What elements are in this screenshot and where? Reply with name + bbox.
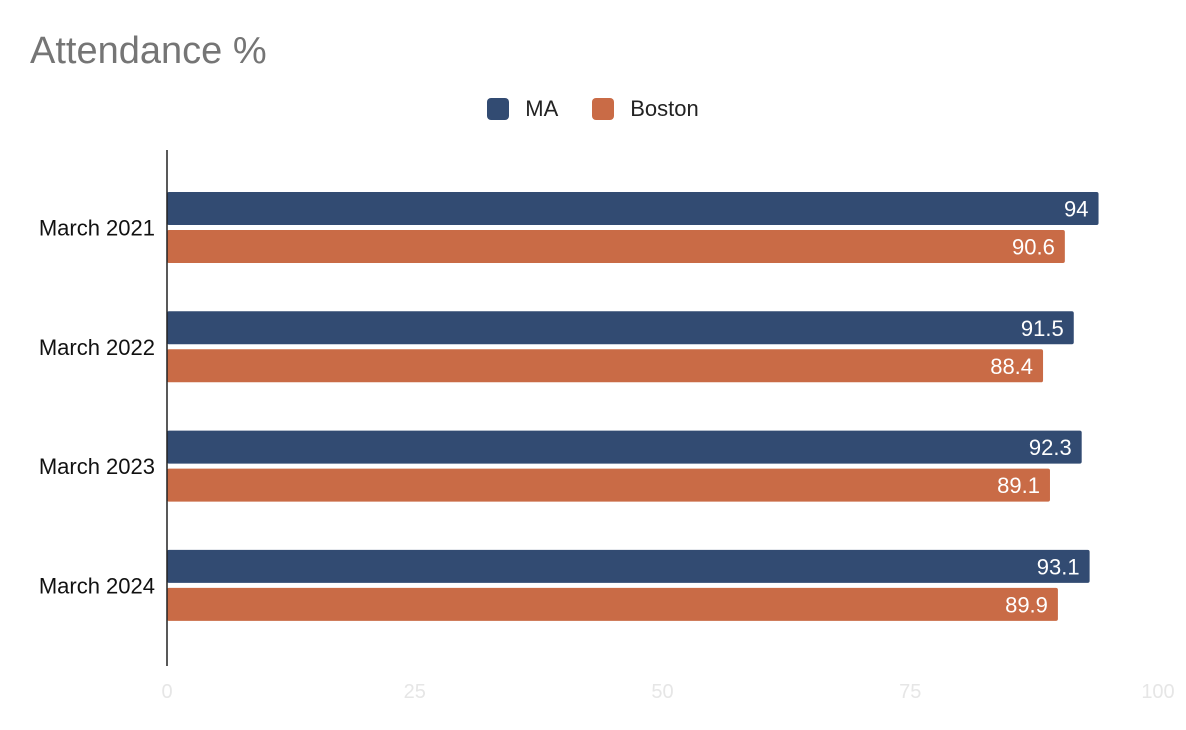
data-label-ma-1: 91.5 [1021, 316, 1064, 341]
x-tick-label: 25 [404, 681, 426, 703]
legend-label-boston: Boston [630, 96, 699, 121]
data-label-boston-1: 88.4 [990, 354, 1033, 379]
bar-ma-3 [167, 549, 1090, 583]
bar-ma-0 [167, 192, 1099, 225]
legend-swatch-ma [487, 98, 510, 120]
legend-item-boston: Boston [592, 96, 699, 122]
bar-ma-1 [167, 311, 1074, 345]
legend-label-ma: MA [525, 96, 559, 121]
bar-boston-2 [167, 468, 1050, 502]
data-label-boston-3: 89.9 [1005, 592, 1048, 617]
data-label-boston-0: 90.6 [1012, 235, 1055, 260]
bar-boston-0 [167, 230, 1065, 263]
chart-title: Attendance % [30, 30, 267, 72]
category-label: March 2023 [39, 454, 155, 479]
x-tick-label: 50 [651, 681, 673, 703]
category-label: March 2022 [39, 335, 155, 360]
bar-boston-3 [167, 587, 1058, 621]
x-tick-label: 100 [1141, 681, 1174, 703]
bar-boston-1 [167, 349, 1044, 383]
data-label-ma-3: 93.1 [1037, 554, 1080, 579]
legend: MA Boston [0, 96, 1186, 122]
category-label: March 2024 [39, 573, 155, 598]
data-label-ma-0: 94 [1064, 197, 1088, 222]
category-label: March 2021 [39, 216, 155, 241]
legend-item-ma: MA [487, 96, 558, 122]
x-tick-label: 75 [899, 681, 921, 703]
legend-swatch-boston [592, 98, 615, 120]
x-tick-label: 0 [161, 681, 172, 703]
bar-ma-2 [167, 430, 1082, 464]
data-label-boston-2: 89.1 [997, 473, 1040, 498]
data-label-ma-2: 92.3 [1029, 435, 1072, 460]
